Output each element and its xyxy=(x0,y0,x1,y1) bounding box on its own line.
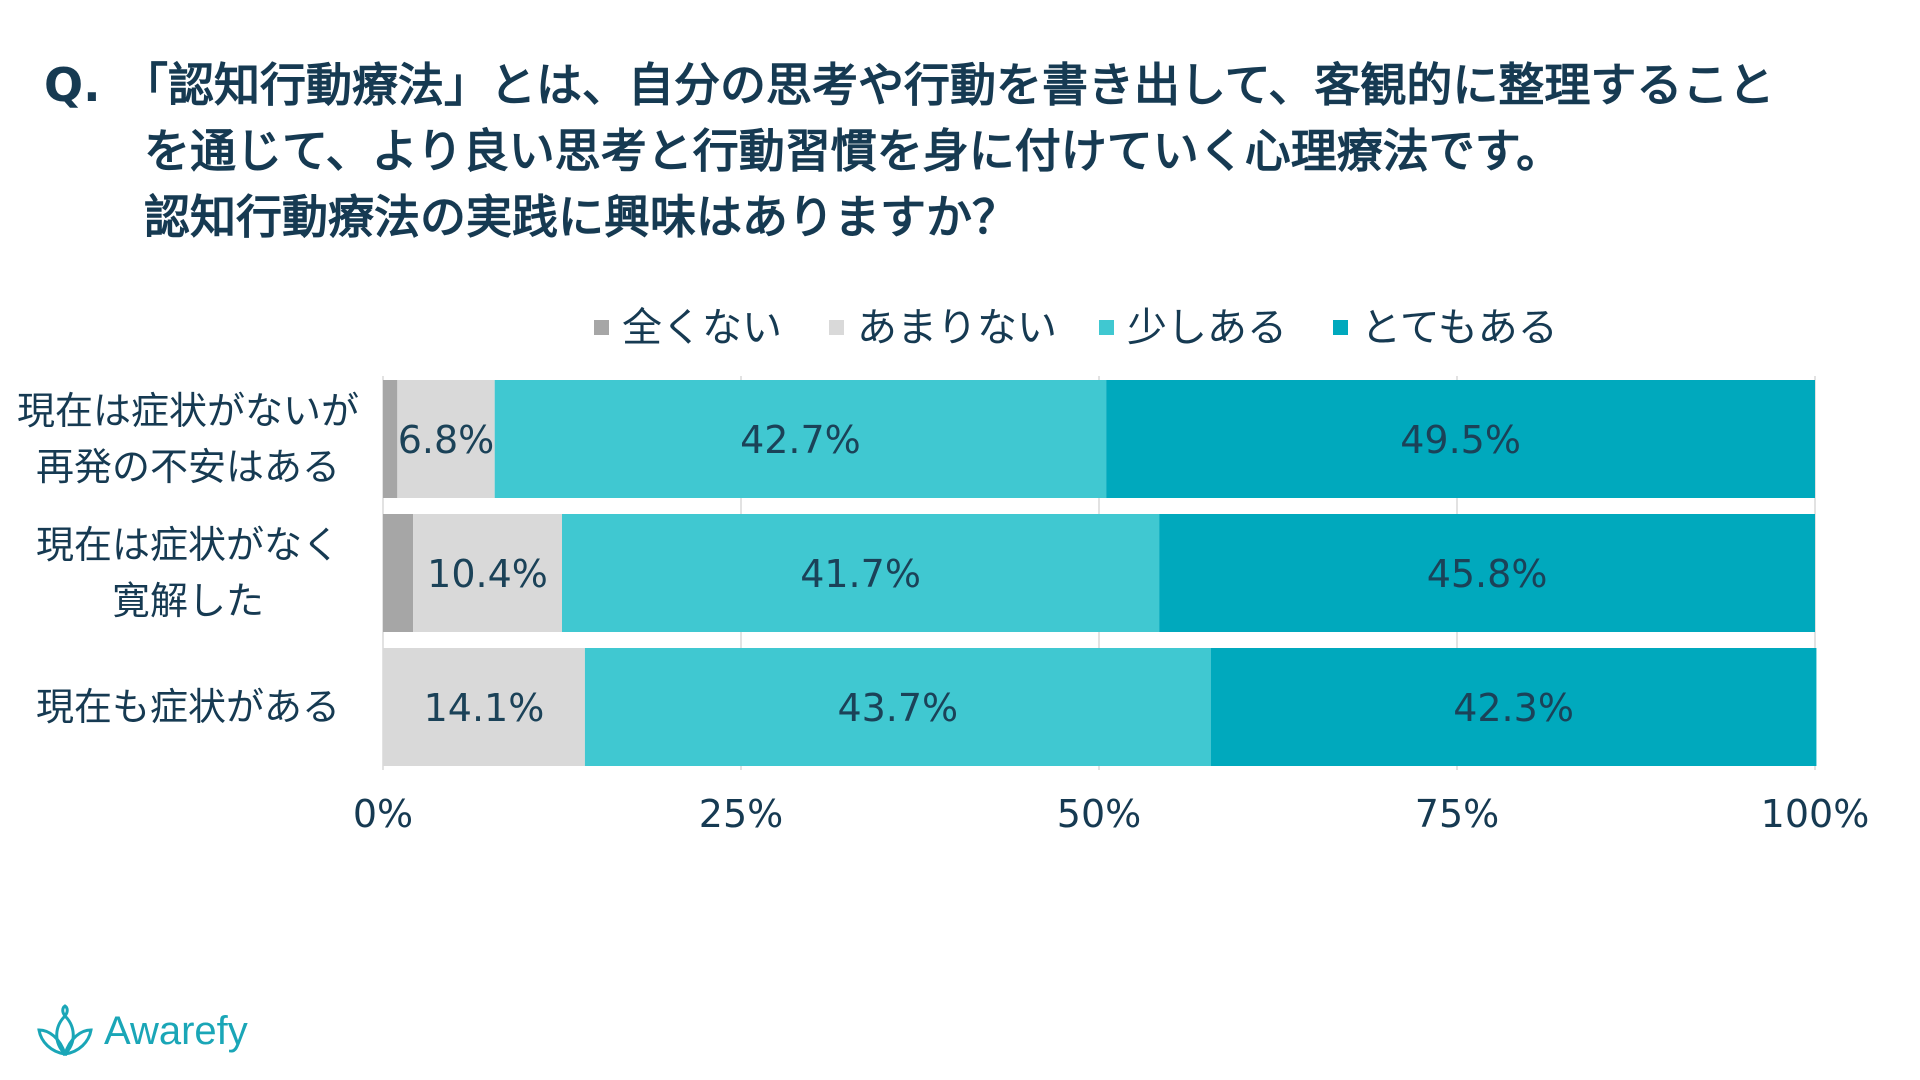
question-mark: Q. xyxy=(44,58,101,112)
bar-0-2 xyxy=(494,380,1107,498)
x-tick-label-1: 25% xyxy=(699,792,783,836)
value-label-0-3: 49.5% xyxy=(1400,418,1521,462)
category-label-0-0: 現在は症状がないが xyxy=(17,389,359,433)
value-label-2-1: 14.1% xyxy=(424,686,545,730)
x-tick-label-4: 100% xyxy=(1761,792,1870,836)
legend: 全くない あまりない 少しある とてもある xyxy=(594,305,1558,351)
bar-1-0 xyxy=(383,514,414,632)
bar-1-2 xyxy=(562,514,1160,632)
bar-2-3 xyxy=(1210,648,1817,766)
value-label-2-2: 43.7% xyxy=(837,686,958,730)
legend-swatch-0 xyxy=(594,320,609,335)
category-label-1-1: 寛解した xyxy=(112,579,264,623)
value-label-0-1: 6.8% xyxy=(398,418,495,462)
legend-label-1: あまりない xyxy=(857,305,1057,351)
bar-1-1 xyxy=(413,514,562,632)
bar-0-3 xyxy=(1106,380,1815,498)
bars xyxy=(383,380,1817,766)
bar-2-1 xyxy=(383,648,585,766)
x-tick-label-0: 0% xyxy=(353,792,413,836)
value-label-2-3: 42.3% xyxy=(1453,686,1574,730)
question-line-3: 認知行動療法の実践に興味はありますか？ xyxy=(144,190,1018,244)
value-label-0-2: 42.7% xyxy=(740,418,861,462)
category-label-0-1: 再発の不安はある xyxy=(36,445,340,489)
lotus-icon xyxy=(37,1004,93,1057)
legend-swatch-2 xyxy=(1099,320,1114,335)
question-line-2: を通じて、より良い思考と行動習慣を身に付けていく心理療法です。 xyxy=(144,124,1563,178)
bar-0-1 xyxy=(397,380,495,498)
category-label-1-0: 現在は症状がなく xyxy=(36,523,340,567)
bar-2-2 xyxy=(584,648,1211,766)
legend-swatch-3 xyxy=(1333,320,1348,335)
question-block: Q. 「認知行動療法」とは、自分の思考や行動を書き出して、客観的に整理すること … xyxy=(44,52,1884,250)
value-label-1-2: 41.7% xyxy=(800,552,921,596)
x-tick-label-2: 50% xyxy=(1057,792,1141,836)
value-label-1-3: 45.8% xyxy=(1427,552,1548,596)
bar-1-3 xyxy=(1159,514,1815,632)
x-axis-ticks: 0% 25% 50% 75% 100% xyxy=(353,792,1869,836)
x-tick-label-3: 75% xyxy=(1415,792,1499,836)
value-labels: 6.8% 42.7% 49.5% 10.4% 41.7% 45.8% 14.1% 43.7% 4… xyxy=(398,418,1574,730)
question-line-1: 「認知行動療法」とは、自分の思考や行動を書き出して、客観的に整理すること xyxy=(122,58,1775,112)
bar-0-0 xyxy=(383,380,398,498)
legend-label-2: 少しある xyxy=(1127,305,1287,351)
stacked-bar-chart: 6.8% 42.7% 49.5% 10.4% 41.7% 45.8% 14.1% 43.7% 4… xyxy=(17,305,1869,836)
legend-swatch-1 xyxy=(829,320,844,335)
brand-name: Awarefy xyxy=(104,1008,248,1053)
value-label-1-1: 10.4% xyxy=(427,552,548,596)
legend-label-3: とてもある xyxy=(1361,305,1558,351)
brand: Awarefy xyxy=(36,1004,248,1058)
legend-label-0: 全くない xyxy=(622,305,782,351)
category-label-2-0: 現在も症状がある xyxy=(36,685,340,729)
